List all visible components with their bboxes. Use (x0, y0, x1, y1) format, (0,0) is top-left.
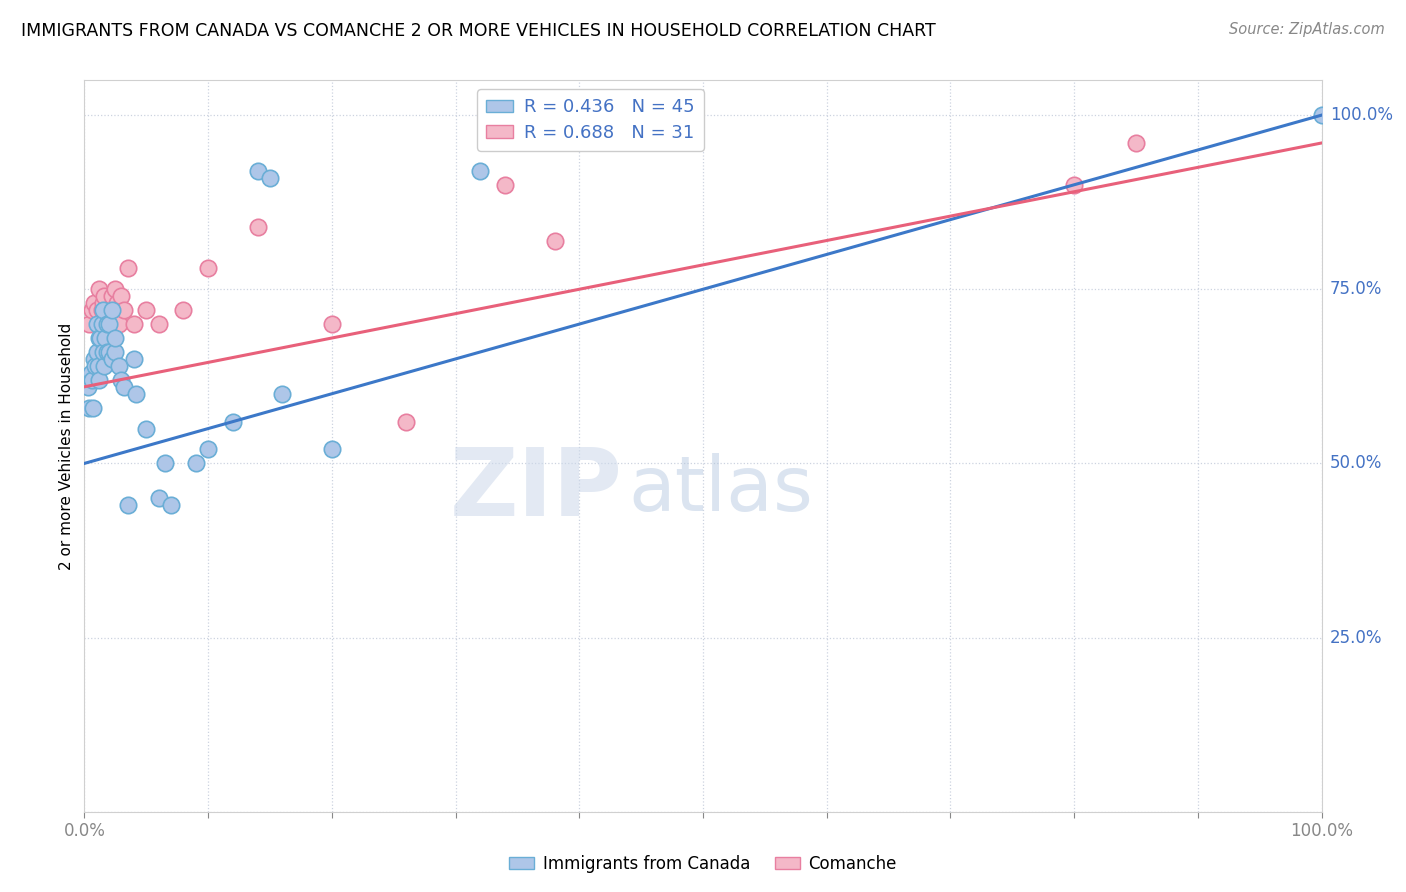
Point (104, 345, 127, 359)
Point (259, 170, 281, 185)
Point (112, 303, 135, 318)
Point (105, 296, 128, 310)
Point (79, 317, 101, 331)
Text: atlas: atlas (628, 453, 814, 527)
Point (96, 317, 118, 331)
Point (104, 282, 127, 296)
Text: 100.0%: 100.0% (1330, 106, 1393, 124)
Point (100, 303, 122, 318)
Point (135, 303, 157, 318)
Point (172, 303, 194, 318)
Point (83, 351, 105, 366)
Point (86, 303, 108, 318)
Point (160, 498, 183, 512)
Point (117, 261, 139, 276)
Point (148, 491, 170, 506)
Text: ZIP: ZIP (450, 444, 623, 536)
Legend: Immigrants from Canada, Comanche: Immigrants from Canada, Comanche (502, 848, 904, 880)
Y-axis label: 2 or more Vehicles in Household: 2 or more Vehicles in Household (59, 322, 75, 570)
Point (135, 421, 157, 435)
Point (470, 164, 492, 178)
Point (271, 386, 294, 401)
Point (100, 351, 122, 366)
Point (89, 331, 111, 345)
Point (90, 303, 112, 318)
Point (86, 345, 108, 359)
Point (125, 386, 148, 401)
Point (108, 317, 131, 331)
Point (1063, 178, 1085, 192)
Point (110, 373, 132, 387)
Point (77, 380, 100, 394)
Point (89, 373, 111, 387)
Point (395, 415, 418, 429)
Point (87, 359, 110, 373)
Point (108, 359, 131, 373)
Point (494, 178, 516, 192)
Point (96, 345, 118, 359)
Point (98, 317, 121, 331)
Point (91, 303, 114, 318)
Point (103, 303, 125, 318)
Point (79, 401, 101, 415)
Point (96, 303, 118, 318)
Point (89, 317, 111, 331)
Point (543, 234, 565, 248)
Point (89, 331, 111, 345)
Text: 75.0%: 75.0% (1330, 280, 1382, 298)
Point (184, 457, 207, 471)
Text: Source: ZipAtlas.com: Source: ZipAtlas.com (1229, 22, 1385, 37)
Point (112, 380, 135, 394)
Point (82, 401, 104, 415)
Point (83, 296, 105, 310)
Point (100, 289, 122, 303)
Point (79, 366, 101, 380)
Point (110, 289, 132, 303)
Legend: R = 0.436   N = 45, R = 0.688   N = 31: R = 0.436 N = 45, R = 0.688 N = 31 (477, 89, 703, 151)
Point (98, 317, 121, 331)
Point (246, 219, 269, 234)
Text: 50.0%: 50.0% (1330, 454, 1382, 473)
Point (246, 164, 269, 178)
Point (321, 442, 343, 457)
Point (122, 351, 145, 366)
Point (197, 261, 219, 276)
Point (122, 317, 145, 331)
Point (104, 331, 127, 345)
Point (80, 303, 103, 318)
Point (117, 498, 139, 512)
Text: 25.0%: 25.0% (1330, 629, 1382, 647)
Point (321, 317, 343, 331)
Point (94, 331, 117, 345)
Point (89, 282, 111, 296)
Point (80, 373, 103, 387)
Point (148, 317, 170, 331)
Point (91, 345, 114, 359)
Point (222, 415, 245, 429)
Point (153, 457, 176, 471)
Point (91, 296, 114, 310)
Point (98, 345, 121, 359)
Point (1125, 136, 1147, 150)
Point (84, 359, 107, 373)
Text: IMMIGRANTS FROM CANADA VS COMANCHE 2 OR MORE VEHICLES IN HOUSEHOLD CORRELATION C: IMMIGRANTS FROM CANADA VS COMANCHE 2 OR … (21, 22, 936, 40)
Point (90, 317, 112, 331)
Point (1310, 108, 1333, 122)
Point (86, 317, 108, 331)
Point (197, 442, 219, 457)
Point (93, 359, 115, 373)
Point (93, 289, 115, 303)
